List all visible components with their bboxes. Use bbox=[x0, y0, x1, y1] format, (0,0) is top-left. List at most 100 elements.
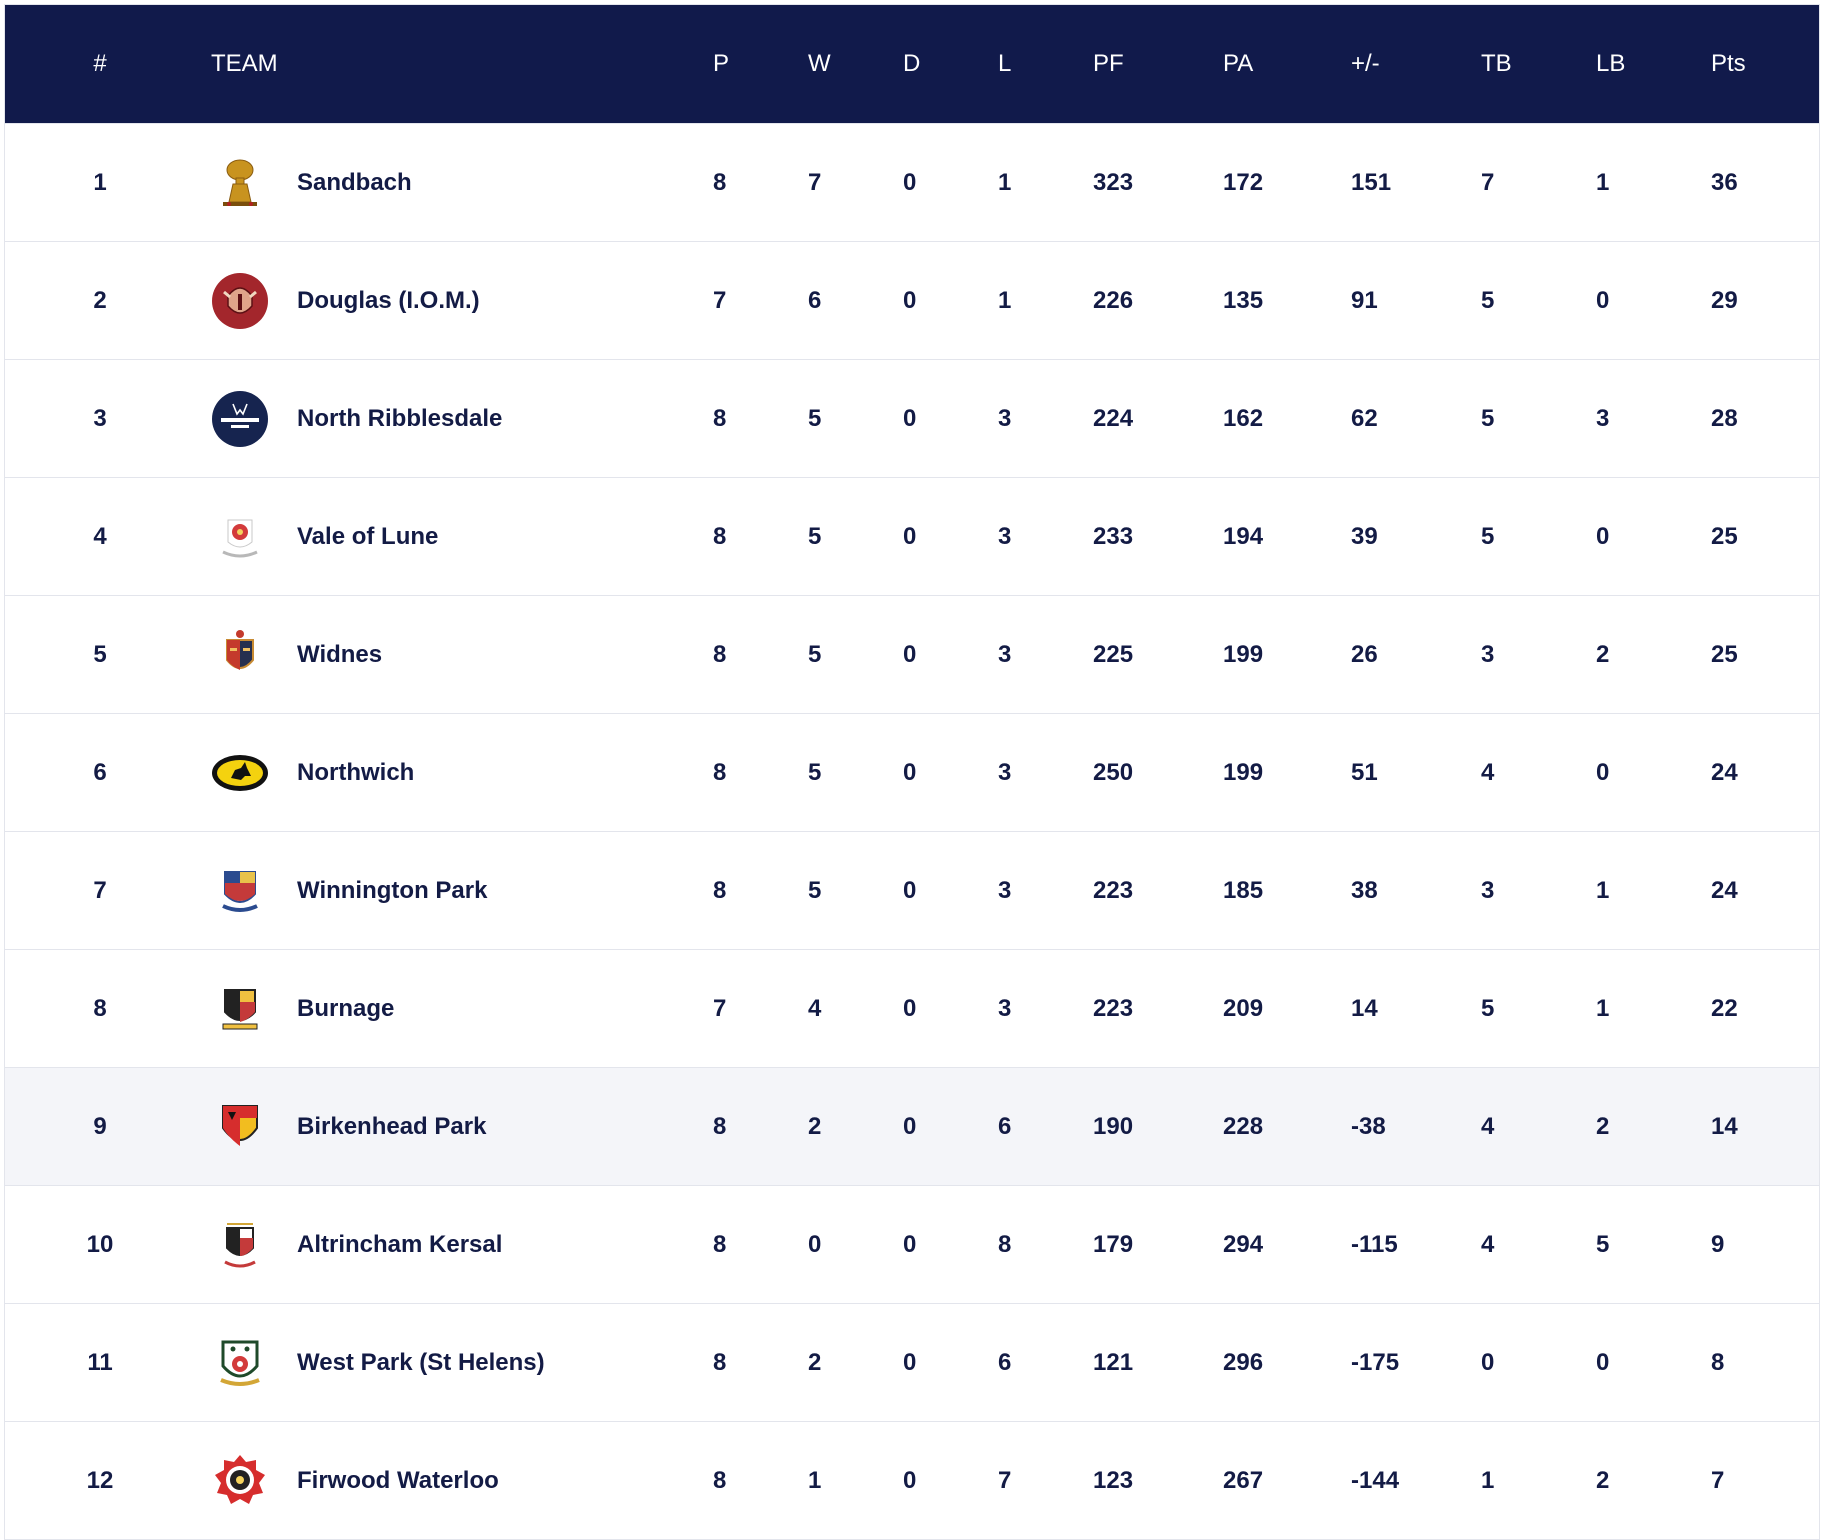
row-points-for: 226 bbox=[1093, 286, 1134, 314]
table-row[interactable]: 4 Vale of Lune 8 5 0 3 233 194 39 5 0 25 bbox=[5, 477, 1819, 595]
row-points-for: 233 bbox=[1093, 522, 1134, 550]
row-played: 8 bbox=[713, 758, 727, 786]
row-try-bonus: 3 bbox=[1481, 640, 1495, 668]
table-row[interactable]: 11 West Park (St Helens) 8 2 0 6 121 296 -175 0 0 8 bbox=[5, 1303, 1819, 1421]
row-played: 8 bbox=[713, 876, 727, 904]
team-name[interactable]: Burnage bbox=[297, 994, 395, 1022]
table-row[interactable]: 8 Burnage 7 4 0 3 223 209 14 5 1 22 bbox=[5, 949, 1819, 1067]
row-won: 5 bbox=[808, 640, 822, 668]
row-lost: 3 bbox=[998, 994, 1012, 1022]
team-logo-cell bbox=[195, 626, 285, 684]
table-row[interactable]: 10 Altrincham Kersal 8 0 0 8 179 294 -115 4 5 9 bbox=[5, 1185, 1819, 1303]
row-drawn: 0 bbox=[903, 168, 917, 196]
header-played[interactable]: P bbox=[713, 50, 730, 77]
header-points[interactable]: Pts bbox=[1711, 50, 1746, 77]
row-points-against: 267 bbox=[1223, 1466, 1264, 1494]
team-name[interactable]: Sandbach bbox=[297, 168, 412, 196]
row-played: 8 bbox=[713, 1112, 727, 1140]
row-played: 8 bbox=[713, 640, 727, 668]
table-header: # TEAM P W D L PF PA +/- TB LB Pts bbox=[5, 5, 1819, 123]
table-row[interactable]: 9 Birkenhead Park 8 2 0 6 190 228 -38 4 2 14 bbox=[5, 1067, 1819, 1185]
row-points-against: 172 bbox=[1223, 168, 1264, 196]
row-points-difference: 62 bbox=[1351, 404, 1378, 432]
vale-of-lune-rose-icon bbox=[211, 508, 269, 566]
row-points: 25 bbox=[1711, 640, 1738, 668]
header-points-for[interactable]: PF bbox=[1093, 50, 1124, 77]
header-won[interactable]: W bbox=[808, 50, 831, 77]
row-lost: 3 bbox=[998, 640, 1012, 668]
table-row[interactable]: 2 Douglas (I.O.M.) 7 6 0 1 226 135 91 5 0 29 bbox=[5, 241, 1819, 359]
row-points-difference: 151 bbox=[1351, 168, 1392, 196]
header-try-bonus[interactable]: TB bbox=[1481, 50, 1512, 77]
team-name[interactable]: West Park (St Helens) bbox=[297, 1348, 545, 1376]
row-losing-bonus: 0 bbox=[1596, 1348, 1610, 1376]
team-name[interactable]: Winnington Park bbox=[297, 876, 488, 904]
row-drawn: 0 bbox=[903, 1348, 917, 1376]
team-name[interactable]: Widnes bbox=[297, 640, 383, 668]
team-logo-cell bbox=[195, 272, 285, 330]
row-lost: 1 bbox=[998, 168, 1012, 196]
team-name[interactable]: Altrincham Kersal bbox=[297, 1230, 503, 1258]
burnage-shield-icon bbox=[211, 980, 269, 1038]
header-team[interactable]: TEAM bbox=[211, 50, 278, 77]
team-logo-cell bbox=[195, 1098, 285, 1156]
row-try-bonus: 5 bbox=[1481, 994, 1495, 1022]
widnes-shield-icon bbox=[211, 626, 269, 684]
table-row[interactable]: 5 Widnes 8 5 0 3 225 199 26 3 2 25 bbox=[5, 595, 1819, 713]
header-points-against[interactable]: PA bbox=[1223, 50, 1254, 77]
team-name[interactable]: Vale of Lune bbox=[297, 522, 439, 550]
header-position[interactable]: # bbox=[93, 50, 107, 77]
row-drawn: 0 bbox=[903, 404, 917, 432]
team-name[interactable]: Northwich bbox=[297, 758, 415, 786]
row-position: 12 bbox=[86, 1466, 114, 1494]
row-points-difference: 39 bbox=[1351, 522, 1378, 550]
row-points-against: 162 bbox=[1223, 404, 1264, 432]
team-logo-cell bbox=[195, 980, 285, 1038]
birkenhead-park-shield-icon bbox=[211, 1098, 269, 1156]
row-points-against: 199 bbox=[1223, 640, 1264, 668]
table-row[interactable]: 1 Sandbach 8 7 0 1 323 172 151 7 1 36 bbox=[5, 123, 1819, 241]
header-lost[interactable]: L bbox=[998, 50, 1012, 77]
team-name[interactable]: Birkenhead Park bbox=[297, 1112, 487, 1140]
team-logo-cell bbox=[195, 1334, 285, 1392]
team-logo-cell bbox=[195, 390, 285, 448]
altrincham-kersal-crest-icon bbox=[211, 1216, 269, 1274]
row-drawn: 0 bbox=[903, 286, 917, 314]
sandbach-wheatsheaf-icon bbox=[211, 154, 269, 212]
row-won: 5 bbox=[808, 404, 822, 432]
row-lost: 3 bbox=[998, 876, 1012, 904]
header-points-difference[interactable]: +/- bbox=[1351, 50, 1380, 77]
table-row[interactable]: 12 Firwood Waterloo 8 1 0 7 123 267 -144 1 2 7 bbox=[5, 1421, 1819, 1539]
row-won: 6 bbox=[808, 286, 822, 314]
row-try-bonus: 5 bbox=[1481, 522, 1495, 550]
row-losing-bonus: 2 bbox=[1596, 1466, 1610, 1494]
winnington-park-crest-icon bbox=[211, 862, 269, 920]
row-position: 6 bbox=[93, 758, 107, 786]
row-lost: 3 bbox=[998, 404, 1012, 432]
row-points-against: 228 bbox=[1223, 1112, 1264, 1140]
table-row[interactable]: 6 Northwich 8 5 0 3 250 199 51 4 0 24 bbox=[5, 713, 1819, 831]
team-name[interactable]: North Ribblesdale bbox=[297, 404, 503, 432]
row-losing-bonus: 0 bbox=[1596, 522, 1610, 550]
row-played: 8 bbox=[713, 522, 727, 550]
row-lost: 3 bbox=[998, 522, 1012, 550]
header-drawn[interactable]: D bbox=[903, 50, 921, 77]
row-points-for: 179 bbox=[1093, 1230, 1134, 1258]
row-won: 5 bbox=[808, 758, 822, 786]
table-row[interactable]: 7 Winnington Park 8 5 0 3 223 185 38 3 1 24 bbox=[5, 831, 1819, 949]
row-position: 3 bbox=[93, 404, 107, 432]
row-points-difference: 14 bbox=[1351, 994, 1378, 1022]
team-name[interactable]: Douglas (I.O.M.) bbox=[297, 286, 480, 314]
row-drawn: 0 bbox=[903, 1466, 917, 1494]
header-losing-bonus[interactable]: LB bbox=[1596, 50, 1626, 77]
row-position: 11 bbox=[87, 1348, 113, 1376]
row-lost: 3 bbox=[998, 758, 1012, 786]
row-losing-bonus: 2 bbox=[1596, 640, 1610, 668]
west-park-shield-icon bbox=[211, 1334, 269, 1392]
team-name[interactable]: Firwood Waterloo bbox=[297, 1466, 499, 1494]
row-position: 5 bbox=[93, 640, 107, 668]
team-logo-cell bbox=[195, 508, 285, 566]
row-points: 24 bbox=[1711, 758, 1738, 786]
row-lost: 6 bbox=[998, 1112, 1012, 1140]
table-row[interactable]: 3 North Ribblesdale 8 5 0 3 224 162 62 5 3 28 bbox=[5, 359, 1819, 477]
